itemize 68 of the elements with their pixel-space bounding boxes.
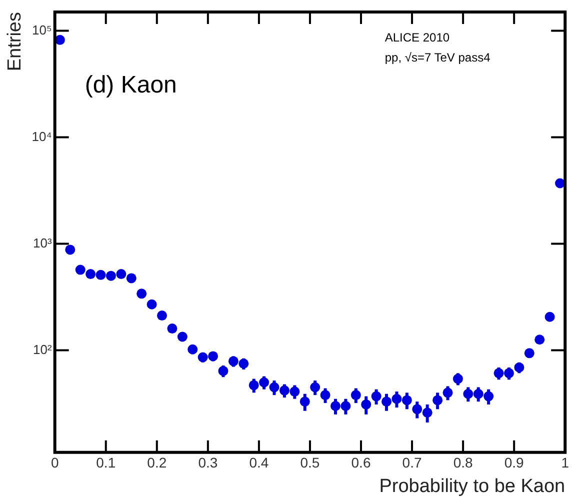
- point: [382, 396, 392, 407]
- point: [198, 352, 208, 362]
- point: [463, 388, 474, 399]
- x-tick-label: 0.3: [198, 454, 218, 471]
- point: [188, 344, 198, 354]
- x-tick-label: 0: [50, 454, 59, 471]
- point: [402, 395, 412, 406]
- point: [300, 396, 310, 407]
- point: [208, 351, 218, 362]
- x-tick-label: 0.1: [96, 454, 116, 471]
- y-tick-label: 10²: [33, 342, 53, 357]
- annotation: (d) Kaon: [84, 72, 177, 99]
- point: [514, 362, 524, 372]
- x-tick-label: 0.4: [249, 454, 269, 471]
- point: [75, 264, 86, 275]
- x-tick-label: 0.6: [351, 454, 371, 471]
- point: [248, 380, 259, 390]
- y-tick-label: 10⁵: [32, 22, 52, 38]
- point: [361, 399, 372, 410]
- x-tick-label: 0.5: [300, 454, 320, 471]
- x-tick-label: 0.7: [402, 454, 422, 471]
- point: [494, 368, 504, 378]
- point: [218, 366, 228, 376]
- point: [422, 408, 432, 418]
- point: [96, 270, 106, 280]
- y-tick-label: 10³: [33, 235, 53, 250]
- point: [484, 391, 494, 402]
- point: [371, 391, 382, 402]
- point: [504, 368, 514, 378]
- point: [259, 377, 270, 388]
- point: [126, 273, 136, 284]
- point: [340, 400, 351, 411]
- point: [269, 382, 280, 392]
- y-axis-title: Entries: [4, 12, 26, 72]
- point: [544, 312, 555, 322]
- point: [86, 269, 96, 280]
- point: [279, 385, 290, 396]
- point: [320, 390, 330, 400]
- point: [157, 310, 167, 321]
- point: [238, 358, 249, 369]
- point: [167, 324, 178, 334]
- point: [146, 299, 157, 310]
- point: [116, 269, 126, 280]
- point: [534, 334, 545, 345]
- point: [65, 244, 76, 255]
- point: [524, 348, 534, 358]
- point: [330, 400, 340, 411]
- x-tick-label: 0.8: [453, 454, 473, 471]
- point: [442, 388, 453, 398]
- x-tick-label: 0.2: [147, 454, 167, 471]
- point: [136, 288, 147, 299]
- point: [452, 374, 463, 384]
- annotation: pp, √s=7 TeV pass4: [384, 50, 491, 64]
- point: [177, 332, 188, 342]
- x-axis-title: Probability to be Kaon: [379, 476, 566, 497]
- point: [473, 388, 484, 399]
- point: [412, 404, 422, 414]
- annotation: ALICE 2010: [384, 30, 450, 44]
- point: [228, 356, 238, 366]
- point: [290, 386, 300, 397]
- point: [392, 394, 402, 404]
- point: [310, 382, 320, 392]
- point: [350, 390, 361, 400]
- point: [106, 270, 116, 281]
- x-tick-label: 1: [561, 454, 570, 471]
- y-tick-label: 10⁴: [32, 128, 52, 144]
- point: [432, 395, 443, 406]
- x-tick-label: 0.9: [504, 454, 524, 471]
